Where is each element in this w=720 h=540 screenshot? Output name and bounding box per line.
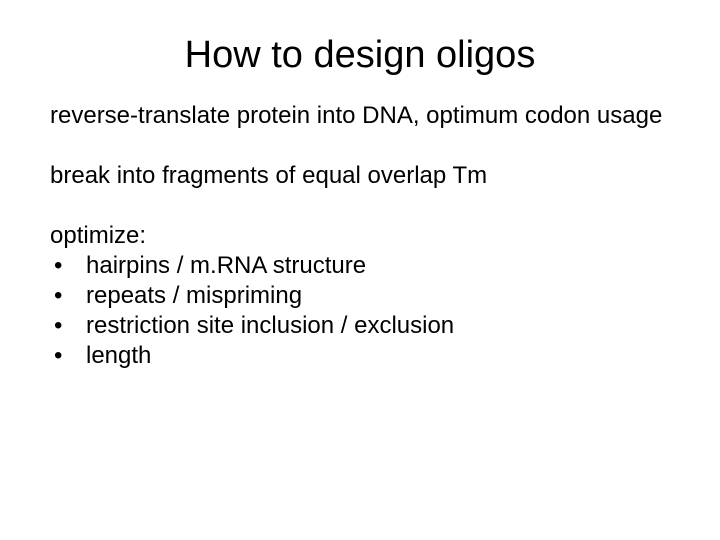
bullet-icon: • (50, 341, 86, 371)
bullet-icon: • (50, 311, 86, 341)
list-item: • length (50, 341, 670, 371)
bullet-icon: • (50, 281, 86, 311)
list-item-text: hairpins / m.RNA structure (86, 251, 670, 281)
list-item-text: restriction site inclusion / exclusion (86, 311, 670, 341)
optimize-section: optimize: • hairpins / m.RNA structure •… (50, 221, 670, 371)
list-item: • hairpins / m.RNA structure (50, 251, 670, 281)
paragraph-reverse-translate: reverse-translate protein into DNA, opti… (50, 101, 670, 131)
list-item-text: length (86, 341, 670, 371)
list-item: • repeats / mispriming (50, 281, 670, 311)
optimize-list: • hairpins / m.RNA structure • repeats /… (50, 251, 670, 371)
slide-title: How to design oligos (50, 34, 670, 77)
list-item-text: repeats / mispriming (86, 281, 670, 311)
optimize-label: optimize: (50, 221, 670, 251)
list-item: • restriction site inclusion / exclusion (50, 311, 670, 341)
paragraph-break-fragments: break into fragments of equal overlap Tm (50, 161, 670, 191)
bullet-icon: • (50, 251, 86, 281)
